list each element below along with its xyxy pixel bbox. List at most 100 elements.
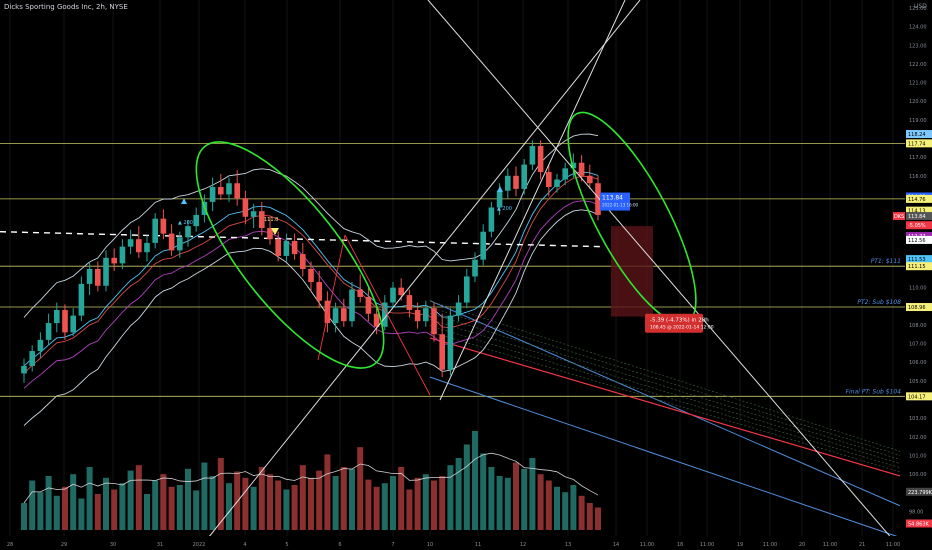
volume-bar (275, 480, 282, 530)
candle-body (373, 313, 380, 327)
candle-body (570, 162, 577, 169)
time-tick-label: 31 (157, 542, 163, 548)
candle-body (357, 289, 363, 297)
candle-body (234, 183, 240, 199)
candle-body (144, 242, 150, 253)
price-tick-label: 120.00 (909, 99, 927, 105)
time-tick-label: 20 (799, 542, 805, 548)
pitchfork-line (317, 234, 346, 361)
candle-body (587, 175, 593, 184)
volume-bar (586, 503, 593, 530)
price-badge-label: 117.74 (908, 141, 926, 147)
volume-bar (578, 495, 585, 530)
time-tick-label: 18 (677, 542, 683, 548)
volume-bar (537, 474, 544, 530)
channel-line (429, 376, 901, 538)
candle-body (209, 186, 216, 202)
candle-body (423, 308, 429, 322)
upper-band-line (23, 133, 599, 318)
price-axis[interactable]: 125.00 124.00 123.00 122.00 121.00 120.00 119.… (893, 0, 932, 550)
price-tick-label: 107.00 (909, 342, 927, 348)
volume-bar (390, 476, 396, 530)
horizontal-levels: PT1: $111 PT2: Sub $108 Final PT: Sub $104 (0, 142, 905, 397)
volume-bar (258, 467, 265, 530)
candle-body (431, 308, 437, 335)
candle-body (70, 315, 76, 333)
candle-body (513, 175, 519, 189)
price-tick-label: 98.00 (909, 509, 923, 515)
measure-label-box (645, 313, 703, 333)
measure-label-change: -5.39 (-4.73%) in 20h (650, 318, 709, 324)
time-axis-bg (0, 536, 932, 550)
candle-body (127, 239, 134, 247)
price-badge-label: 112.56 (908, 238, 926, 244)
channel-line (429, 300, 901, 507)
volume-bar (472, 431, 478, 530)
volume-bar (431, 480, 437, 530)
volume-bar (496, 476, 503, 530)
price-target-label: Final PT: Sub $104 (846, 388, 902, 395)
price-badge (906, 235, 932, 244)
symbol-tag-label: DKS (894, 214, 904, 220)
time-tick-label: 11 (475, 542, 481, 548)
volume-bar (357, 447, 364, 530)
candle-body (562, 168, 568, 180)
candle-body (259, 211, 265, 228)
time-axis[interactable]: 28 29 30 31 2022 4 5 6 7 10 11 12 13 14 11:00 18 11:00 19… (0, 536, 932, 550)
candle-body (595, 183, 601, 215)
measure-label-target: 108.45 @ 2022-01-14 12:00 (650, 325, 714, 331)
marker-label-right: ▲ 200 (497, 206, 512, 212)
trend-line (439, 0, 626, 401)
volume-bar (217, 458, 224, 530)
volume-bar (86, 467, 93, 530)
price-tick-label: 116.00 (909, 174, 927, 180)
grid (9, 0, 894, 536)
candle-body (578, 162, 585, 176)
price-badge-label: 118.24 (908, 132, 926, 138)
time-tick-label: 28 (7, 542, 13, 548)
candle-body (119, 246, 126, 264)
candle-body (54, 310, 60, 324)
price-target-label: PT2: Sub $108 (857, 299, 901, 306)
time-tick-label: 11:00 (823, 542, 837, 548)
candle-body (78, 283, 85, 316)
candle-body (398, 287, 404, 296)
volume-bar (299, 465, 306, 530)
volume-bar (463, 444, 470, 530)
time-tick-label: 4 (243, 542, 246, 548)
volume-bar (70, 474, 77, 530)
volume-bar (513, 462, 519, 530)
price-badge-label: 104.17 (908, 394, 926, 400)
trend-line (427, 0, 901, 549)
price-tick-label: 105.00 (909, 379, 927, 385)
volume-bar (595, 507, 601, 530)
ema-line (23, 175, 599, 374)
price-tick-label: 102.00 (909, 435, 927, 441)
fib-channel-line (429, 325, 901, 469)
volume-bar (209, 476, 216, 530)
candle-body (324, 300, 331, 324)
volume-bar (373, 486, 380, 530)
volume-bar (545, 480, 552, 530)
price-tick-label: 103.00 (909, 416, 927, 422)
price-box-date: 2022-01-13 16:00 (602, 203, 639, 208)
channel-line (429, 337, 901, 477)
candle-body (275, 239, 281, 256)
price-tick-label: 108.00 (909, 323, 927, 329)
candle-body (21, 365, 27, 374)
time-tick-label: 14 (613, 542, 619, 548)
candle-body (136, 239, 142, 253)
marker-label-left: ▲ 200 (178, 220, 193, 226)
candle-body (242, 198, 249, 217)
volume-bar (135, 465, 142, 530)
lower-band-line (23, 209, 599, 426)
volume-bar (381, 483, 388, 530)
price-tick-label: 117.00 (909, 155, 927, 161)
volume-bar (447, 465, 454, 530)
volume-ma-line (23, 452, 599, 504)
volume-bar (53, 495, 60, 530)
candle-body (37, 339, 44, 352)
candle-body (554, 179, 560, 187)
price-badge (906, 255, 932, 264)
